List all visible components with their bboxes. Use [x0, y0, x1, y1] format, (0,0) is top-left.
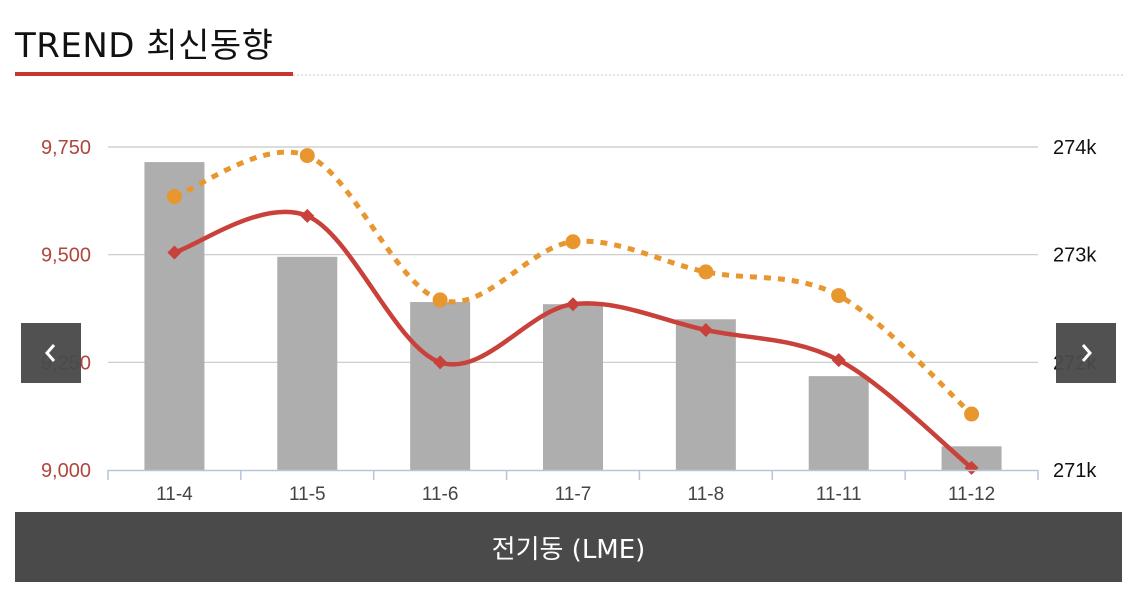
bar [144, 162, 205, 470]
x-tick-label: 11-6 [422, 484, 459, 505]
right-tick-label: 274k [1053, 137, 1097, 159]
left-tick-label: 9,000 [41, 460, 91, 482]
diamond-marker [566, 297, 580, 312]
circle-marker [166, 189, 182, 205]
circle-marker [698, 264, 714, 280]
title-underline [15, 72, 293, 76]
x-tick-label: 11-5 [289, 484, 326, 505]
circle-marker [831, 288, 847, 304]
next-button[interactable] [1056, 323, 1116, 383]
x-tick-label: 11-8 [688, 484, 725, 505]
circle-marker [964, 406, 980, 422]
diamond-marker [698, 323, 713, 338]
left-tick-label: 9,500 [41, 245, 91, 267]
chevron-left-icon [45, 344, 56, 362]
chevron-right-icon [1081, 344, 1092, 362]
bar [277, 256, 338, 470]
bar [543, 304, 603, 470]
x-tick-label: 11-4 [156, 484, 193, 505]
circle-marker [299, 148, 315, 164]
diamond-marker [167, 245, 182, 260]
title-divider [293, 74, 1123, 76]
diamond-marker [831, 353, 846, 368]
bar-series [144, 162, 1002, 470]
right-tick-label: 273k [1053, 245, 1097, 267]
page-title: TREND 최신동향 [15, 26, 274, 66]
x-tick-label: 11-12 [948, 484, 995, 505]
circle-marker [565, 234, 581, 250]
header: TREND 최신동향 [15, 18, 273, 67]
diamond-marker [964, 460, 979, 475]
bar [675, 319, 736, 470]
diamond-marker [433, 355, 448, 370]
footer-label: 전기동 (LME) [491, 534, 646, 565]
bar [808, 376, 869, 470]
prev-button[interactable] [21, 323, 81, 383]
diamond-marker [300, 208, 315, 223]
line-series [166, 148, 980, 475]
bar [410, 302, 471, 470]
left-tick-label: 9,750 [41, 137, 91, 159]
circle-marker [432, 292, 448, 308]
right-tick-label: 271k [1053, 460, 1097, 482]
x-tick-label: 11-7 [555, 484, 592, 505]
footer-label-bar: 전기동 (LME) [15, 512, 1122, 582]
x-tick-label: 11-11 [816, 484, 862, 505]
